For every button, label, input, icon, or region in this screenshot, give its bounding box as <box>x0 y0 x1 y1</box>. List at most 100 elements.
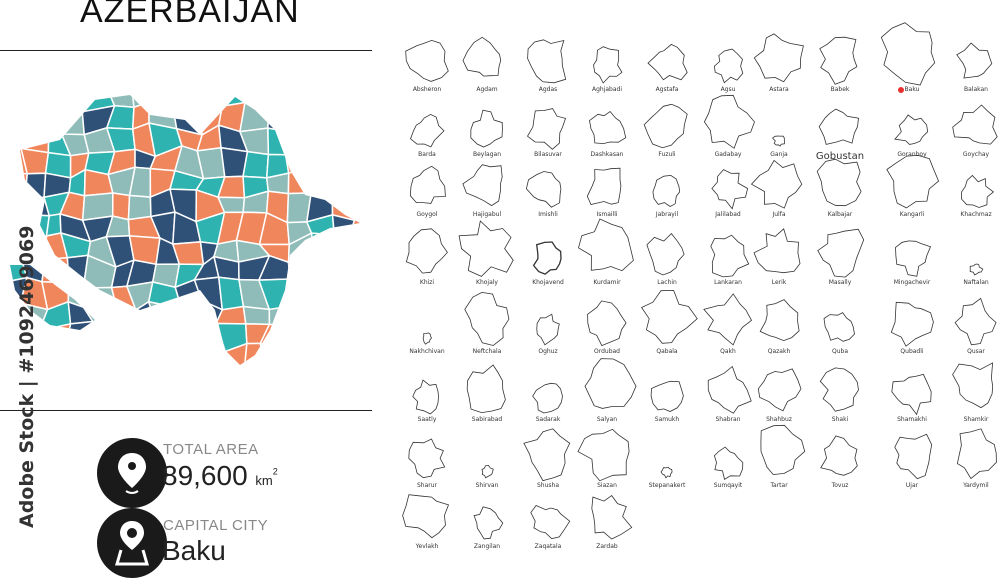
district-shape <box>244 95 270 108</box>
region-label: Khojavend <box>532 279 564 286</box>
region-label: Qubadli <box>900 348 924 355</box>
district-shape <box>301 300 335 332</box>
district-shape <box>259 342 288 365</box>
region-outline <box>954 297 997 346</box>
district-shape <box>308 256 335 284</box>
region-outline <box>462 164 503 207</box>
district-shape <box>193 276 224 312</box>
region-label: Stepanakert <box>648 482 686 489</box>
region-outline <box>710 234 750 278</box>
district-shape <box>284 153 314 175</box>
region-label: Samukh <box>654 416 680 423</box>
district-shape <box>285 346 313 365</box>
region-outline <box>880 22 936 86</box>
azerbaijan-map <box>10 95 372 385</box>
region-label: Sharur <box>416 482 438 489</box>
region-label: Babek <box>830 86 850 93</box>
region-outline <box>402 494 450 539</box>
region-outline <box>530 505 571 540</box>
district-shape <box>10 102 28 131</box>
district-shape <box>109 342 139 365</box>
district-shape <box>134 341 156 365</box>
region-label: Agstafa <box>655 86 679 93</box>
region-outline <box>759 299 800 342</box>
district-shape <box>370 145 372 171</box>
district-shape <box>347 95 360 109</box>
region-label: Shabran <box>715 416 741 423</box>
capital-value: Baku <box>162 535 226 566</box>
district-shape <box>352 327 360 354</box>
region-label: Tartar <box>770 482 788 489</box>
region-outline <box>412 379 439 415</box>
capital-marker-icon <box>898 87 904 93</box>
district-shape <box>176 370 203 385</box>
district-shape <box>332 153 354 180</box>
region-outline <box>816 158 862 207</box>
district-shape <box>60 352 95 365</box>
region-outline <box>952 104 998 145</box>
region-label: Agdam <box>476 86 498 93</box>
map-location-icon <box>97 508 167 578</box>
district-shape <box>347 104 360 129</box>
district-shape <box>301 281 335 310</box>
region-label: Goychay <box>962 151 990 158</box>
region-outline <box>757 368 802 412</box>
district-shape <box>244 370 263 385</box>
region-outline <box>820 435 858 476</box>
region-outline <box>647 43 688 81</box>
region-outline <box>886 154 940 209</box>
district-shape <box>91 376 113 385</box>
district-shape <box>300 154 335 180</box>
district-shape <box>347 343 360 365</box>
region-outline <box>969 263 984 276</box>
divider <box>0 410 372 411</box>
district-shape <box>41 256 70 284</box>
region-outline <box>409 165 446 204</box>
region-label: Nakhchivan <box>409 348 445 355</box>
district-shape <box>171 95 202 113</box>
region-outline <box>760 424 806 476</box>
region-outline <box>643 103 688 149</box>
region-label: Mingachevir <box>893 279 931 286</box>
district-shape <box>109 321 139 351</box>
district-shape <box>242 150 270 179</box>
region-label: Ismailli <box>596 211 618 218</box>
district-shape <box>331 366 350 385</box>
district-shape <box>281 366 312 385</box>
district-shape <box>38 364 63 365</box>
district-shape <box>323 322 354 346</box>
region-label: Masally <box>828 279 852 286</box>
region-label: Jabrayil <box>655 211 679 218</box>
district-shape <box>323 305 354 330</box>
region-outline <box>750 159 803 209</box>
region-label: Qusar <box>967 348 985 355</box>
region-label: Sadarak <box>535 416 561 423</box>
district-shape <box>352 257 360 285</box>
region-label: Yardymil <box>963 482 989 489</box>
district-shape <box>148 346 177 365</box>
region-outline <box>703 293 753 346</box>
region-label: Goranboy <box>897 151 927 158</box>
region-outline <box>646 233 685 276</box>
region-label: Jalilabad <box>715 211 741 218</box>
region-label: Zangilan <box>473 543 501 550</box>
district-shape <box>332 281 359 310</box>
region-outline <box>891 373 932 416</box>
district-shape <box>91 320 113 355</box>
district-shape <box>329 106 353 135</box>
district-shape <box>91 348 115 365</box>
district-shape <box>310 166 334 194</box>
district-shape <box>111 192 131 221</box>
region-outline <box>405 39 449 82</box>
region-label: Barda <box>418 151 436 158</box>
district-shape <box>67 300 95 325</box>
region-outline <box>895 240 932 277</box>
district-shape <box>10 95 28 106</box>
district-shape <box>10 195 26 216</box>
district-shape <box>136 328 159 356</box>
region-outline <box>817 228 865 278</box>
region-outline <box>660 466 673 479</box>
region-outline <box>408 438 446 479</box>
district-shape <box>348 278 360 308</box>
region-outline <box>753 228 801 274</box>
